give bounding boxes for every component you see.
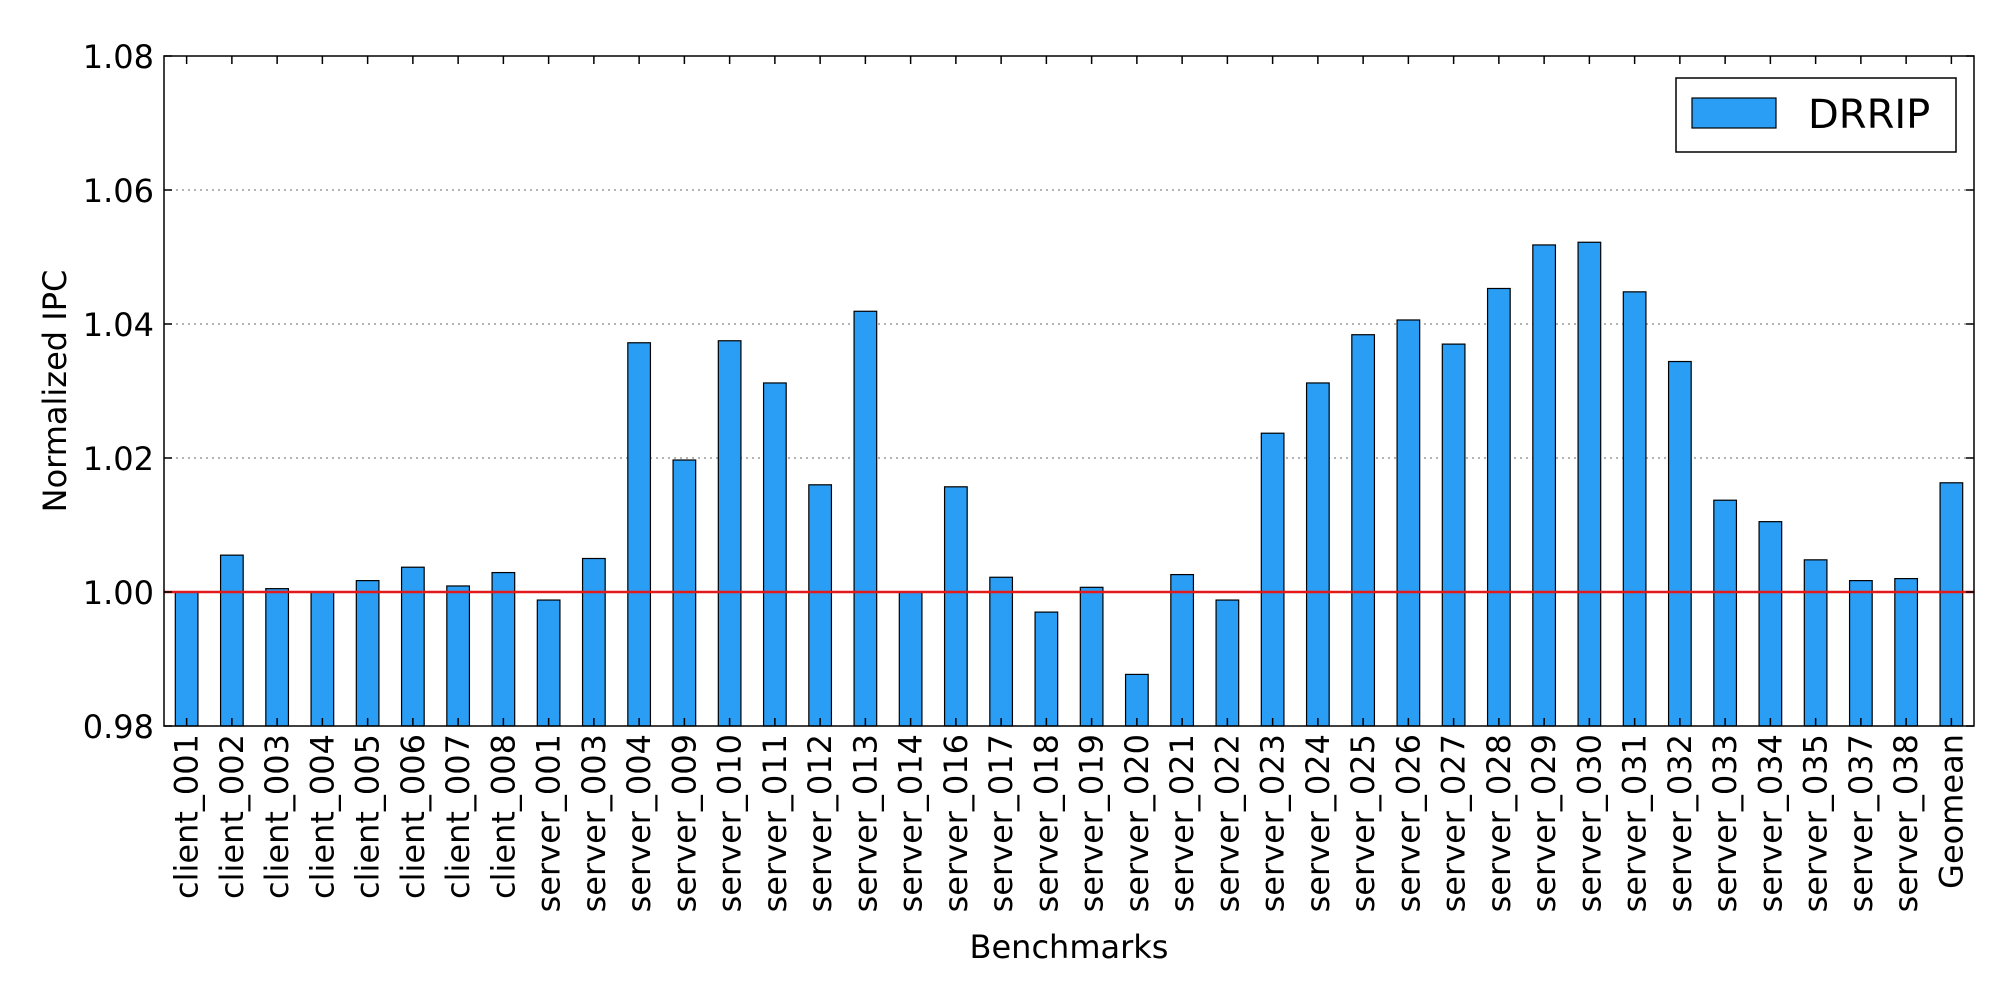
bar-server_018	[1034, 611, 1059, 727]
x-tick-label: server_030	[1570, 734, 1608, 912]
x-tick-label: server_034	[1751, 734, 1789, 912]
bar-server_019	[1079, 586, 1104, 727]
bar-server_034	[1758, 521, 1783, 727]
bar-server_028	[1486, 287, 1511, 727]
bar-client_002	[219, 554, 244, 727]
x-tick-label: server_003	[575, 734, 613, 912]
x-tick-label: server_016	[937, 734, 975, 912]
x-axis-ticks: client_001 client_002 client_003 client_004…	[168, 56, 1970, 912]
x-tick-label: server_037	[1842, 734, 1880, 912]
x-tick-label: client_001	[168, 734, 206, 899]
x-tick-label: client_007	[439, 734, 477, 899]
y-tick-label: 1.06	[83, 172, 154, 210]
bar-server_033	[1713, 499, 1738, 727]
x-tick-label: server_011	[756, 734, 794, 912]
bar-server_032	[1667, 360, 1692, 727]
bar-client_001	[174, 591, 199, 727]
x-tick-label: client_008	[484, 734, 522, 899]
x-tick-label: server_031	[1616, 734, 1654, 912]
bar-server_014	[898, 591, 923, 727]
bar-server_029	[1532, 244, 1557, 727]
x-tick-label: client_002	[213, 734, 251, 899]
bar-server_011	[762, 382, 787, 727]
x-tick-label: server_004	[620, 734, 658, 912]
bar-server_010	[717, 340, 742, 727]
x-tick-label: server_020	[1118, 734, 1156, 912]
bar-server_004	[627, 342, 652, 727]
x-tick-label: Geomean	[1932, 734, 1970, 889]
bar-Geomean	[1939, 482, 1964, 727]
bar-server_017	[989, 576, 1014, 727]
x-tick-label: server_022	[1208, 734, 1246, 912]
x-tick-label: server_025	[1344, 734, 1382, 912]
y-axis-title: Normalized IPC	[36, 270, 74, 513]
x-tick-label: server_010	[711, 734, 749, 912]
x-tick-label: server_014	[892, 734, 930, 912]
x-tick-label: client_005	[349, 734, 387, 899]
legend-label: DRRIP	[1808, 92, 1930, 138]
bar-client_008	[491, 571, 516, 727]
legend: DRRIP	[1675, 77, 1957, 153]
y-tick-label: 1.00	[83, 574, 154, 612]
bars	[174, 241, 1964, 727]
x-tick-label: server_021	[1163, 734, 1201, 912]
bar-server_016	[943, 486, 968, 727]
x-tick-label: server_032	[1661, 734, 1699, 912]
x-tick-label: client_004	[303, 734, 341, 899]
x-tick-label: server_033	[1706, 734, 1744, 912]
bar-server_024	[1305, 382, 1330, 727]
bar-server_035	[1803, 559, 1828, 727]
bar-client_005	[355, 580, 380, 727]
bar-server_023	[1260, 432, 1285, 727]
y-tick-label: 1.08	[83, 38, 154, 76]
x-tick-label: server_013	[846, 734, 884, 912]
bar-server_003	[581, 557, 606, 727]
bar-server_031	[1622, 291, 1647, 727]
x-tick-label: server_024	[1299, 734, 1337, 912]
y-axis-ticks: 0.98 1.00 1.02 1.04 1.06 1.08	[83, 38, 1974, 746]
x-tick-label: server_038	[1887, 734, 1925, 912]
legend-swatch	[1691, 97, 1777, 129]
x-tick-label: server_009	[665, 734, 703, 912]
x-tick-label: server_027	[1435, 734, 1473, 912]
y-tick-label: 1.04	[83, 306, 154, 344]
x-tick-label: client_003	[258, 734, 296, 899]
x-tick-label: server_028	[1480, 734, 1518, 912]
bar-client_004	[310, 591, 335, 727]
x-tick-label: client_006	[394, 734, 432, 899]
bar-server_026	[1396, 319, 1421, 727]
bar-server_025	[1351, 334, 1376, 727]
x-axis-title: Benchmarks	[970, 928, 1169, 966]
bar-server_038	[1894, 577, 1919, 727]
y-tick-label: 0.98	[83, 708, 154, 746]
x-tick-label: server_029	[1525, 734, 1563, 912]
bar-server_030	[1577, 241, 1602, 727]
x-tick-label: server_035	[1797, 734, 1835, 912]
bar-server_001	[536, 599, 561, 727]
x-tick-label: server_018	[1027, 734, 1065, 912]
x-tick-label: server_017	[982, 734, 1020, 912]
bar-server_027	[1441, 343, 1466, 727]
y-tick-label: 1.02	[83, 440, 154, 478]
x-tick-label: server_019	[1073, 734, 1111, 912]
x-tick-label: server_026	[1389, 734, 1427, 912]
bar-client_003	[265, 588, 290, 727]
plot-area-frame	[163, 55, 1975, 727]
bar-server_021	[1170, 573, 1195, 727]
bar-server_012	[808, 484, 833, 727]
bar-server_013	[853, 310, 878, 727]
grid-lines	[164, 189, 1974, 593]
bar-server_037	[1848, 580, 1873, 727]
x-tick-label: server_001	[530, 734, 568, 912]
x-tick-label: server_023	[1254, 734, 1292, 912]
x-tick-label: server_012	[801, 734, 839, 912]
bar-client_007	[446, 585, 471, 727]
bar-server_022	[1215, 599, 1240, 727]
